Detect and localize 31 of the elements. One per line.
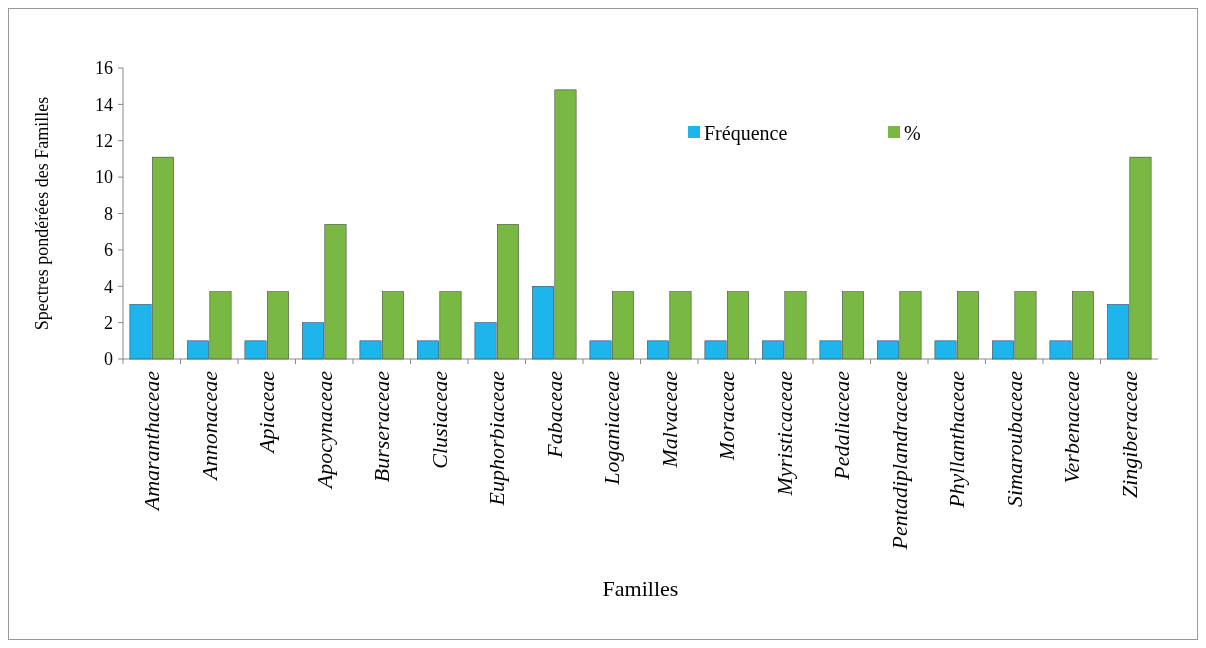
x-tick-label: Burseraceae <box>369 370 395 483</box>
y-tick-label: 12 <box>95 131 113 152</box>
x-tick-label: Simaroubaceae <box>1001 370 1027 508</box>
x-tick-label: Amaranthaceae <box>139 370 165 513</box>
x-tick-label: Phyllanthaceae <box>944 370 970 509</box>
y-tick-label: 6 <box>104 240 113 261</box>
y-tick-label: 2 <box>104 312 113 333</box>
x-tick-label: Loganiaceae <box>599 370 625 486</box>
x-tick-label: Euphorbiaceae <box>484 370 510 507</box>
x-tick-label: Pentadiplandraceae <box>886 370 912 551</box>
x-tick-label: Moraceae <box>714 370 740 462</box>
x-tick-label: Apiaceae <box>254 370 280 455</box>
x-tick-label: Zingiberaceae <box>1116 370 1142 499</box>
y-tick-label: 4 <box>104 276 113 297</box>
x-tick-label: Clusiaceae <box>426 370 452 469</box>
legend-label: Fréquence <box>704 122 788 145</box>
y-axis-title: Spectres pondérées des Familles <box>32 96 52 331</box>
x-tick-label: Myristicaceae <box>771 370 797 497</box>
y-tick-label: 0 <box>104 349 113 370</box>
legend-label: % <box>904 122 921 144</box>
x-tick-label: Annonaceae <box>196 370 222 482</box>
y-tick-label: 10 <box>95 167 113 188</box>
x-tick-label: Malvaceae <box>656 370 682 469</box>
x-tick-label: Pedaliaceae <box>829 370 855 481</box>
x-tick-label: Fabaceae <box>541 370 567 459</box>
y-tick-label: 16 <box>95 58 113 79</box>
x-tick-label: Verbenaceae <box>1059 370 1085 484</box>
x-axis-title: Familles <box>602 576 679 601</box>
y-tick-label: 8 <box>104 203 113 224</box>
y-tick-label: 14 <box>95 94 113 115</box>
x-tick-label: Apocynaceae <box>311 370 337 491</box>
